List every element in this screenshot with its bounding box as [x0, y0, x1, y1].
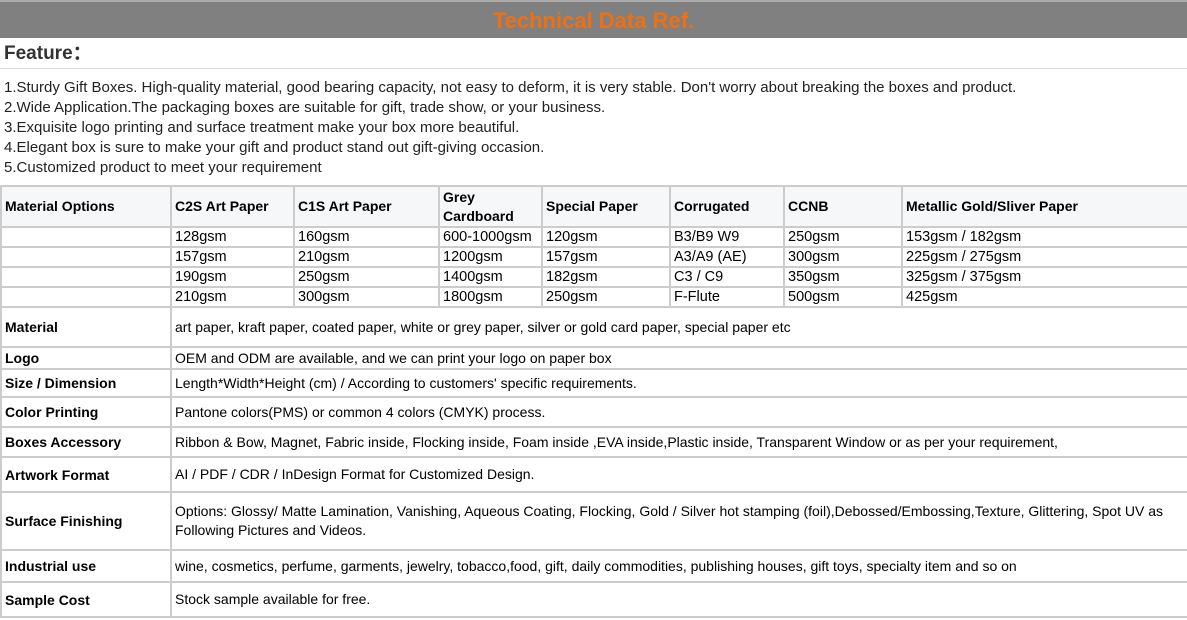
table-cell: 1800gsm: [438, 286, 543, 308]
table-cell: C3 / C9: [669, 266, 785, 288]
table-cell: 210gsm: [170, 286, 295, 308]
spec-label: Artwork Format: [0, 456, 172, 493]
column-header: Corrugated: [669, 185, 785, 228]
column-header: Special Paper: [541, 185, 671, 228]
spec-label: Boxes Accessory: [0, 426, 172, 458]
spec-label: Industrial use: [0, 549, 172, 583]
feature-list: 1.Sturdy Gift Boxes. High-quality materi…: [0, 69, 1187, 185]
feature-heading: Feature：: [0, 38, 1187, 69]
spec-row: Artwork Format AI / PDF / CDR / InDesign …: [0, 456, 1187, 493]
spec-label: Material: [0, 306, 172, 348]
spec-row: Color Printing Pantone colors(PMS) or com…: [0, 396, 1187, 428]
table-row: 157gsm 210gsm 1200gsm 157gsm A3/A9 (AE) 300gs…: [0, 246, 1187, 268]
feature-item: 5.Customized product to meet your requir…: [4, 159, 322, 176]
table-cell: 157gsm: [170, 246, 295, 268]
table-cell: 300gsm: [783, 246, 903, 268]
table-cell: 1200gsm: [438, 246, 543, 268]
table-cell: 182gsm: [541, 266, 671, 288]
table-cell: 250gsm: [541, 286, 671, 308]
spec-value: OEM and ODM are available, and we can pr…: [170, 346, 1187, 370]
table-cell: 250gsm: [783, 226, 903, 248]
spec-value: Length*Width*Height (cm) / According to …: [170, 368, 1187, 398]
column-header: C2S Art Paper: [170, 185, 295, 228]
table-cell: B3/B9 W9: [669, 226, 785, 248]
spec-label: Surface Finishing: [0, 491, 172, 551]
table-cell: [0, 286, 172, 308]
table-row: 128gsm 160gsm 600-1000gsm 120gsm B3/B9 W9 250…: [0, 226, 1187, 248]
spec-value: art paper, kraft paper, coated paper, wh…: [170, 306, 1187, 348]
table-cell: 190gsm: [170, 266, 295, 288]
spec-value: wine, cosmetics, perfume, garments, jewe…: [170, 549, 1187, 583]
spec-row: Boxes Accessory Ribbon & Bow, Magnet, Fab…: [0, 426, 1187, 458]
table-row: 210gsm 300gsm 1800gsm 250gsm F-Flute 500gsm 42…: [0, 286, 1187, 308]
page-title: Technical Data Ref.: [0, 0, 1187, 38]
spec-row: Industrial use wine, cosmetics, perfume, …: [0, 549, 1187, 583]
column-header: CCNB: [783, 185, 903, 228]
table-cell: 160gsm: [293, 226, 440, 248]
table-cell: [0, 226, 172, 248]
table-cell: 153gsm / 182gsm: [901, 226, 1187, 248]
table-cell: F-Flute: [669, 286, 785, 308]
spec-label: Size / Dimension: [0, 368, 172, 398]
spec-table: Material Options C2S Art Paper C1S Art Pap…: [0, 185, 1187, 618]
spec-label: Sample Cost: [0, 581, 172, 618]
column-header: Grey Cardboard: [438, 185, 543, 228]
spec-value: Pantone colors(PMS) or common 4 colors (…: [170, 396, 1187, 428]
spec-row: Material art paper, kraft paper, coated p…: [0, 306, 1187, 348]
table-row: 190gsm 250gsm 1400gsm 182gsm C3 / C9 350gsm 32…: [0, 266, 1187, 288]
table-cell: 350gsm: [783, 266, 903, 288]
table-cell: A3/A9 (AE): [669, 246, 785, 268]
table-cell: 250gsm: [293, 266, 440, 288]
spec-value: Options: Glossy/ Matte Lamination, Vanis…: [170, 491, 1187, 551]
spec-label: Color Printing: [0, 396, 172, 428]
table-cell: [0, 246, 172, 268]
spec-row: Sample Cost Stock sample available for fr…: [0, 581, 1187, 618]
table-cell: 325gsm / 375gsm: [901, 266, 1187, 288]
table-cell: 500gsm: [783, 286, 903, 308]
table-cell: 225gsm / 275gsm: [901, 246, 1187, 268]
table-cell: 600-1000gsm: [438, 226, 543, 248]
spec-value: AI / PDF / CDR / InDesign Format for Cus…: [170, 456, 1187, 493]
spec-label: Logo: [0, 346, 172, 370]
table-cell: 157gsm: [541, 246, 671, 268]
column-header: C1S Art Paper: [293, 185, 440, 228]
feature-item: 1.Sturdy Gift Boxes. High-quality materi…: [4, 79, 1017, 96]
column-header: Metallic Gold/Sliver Paper: [901, 185, 1187, 228]
feature-item: 4.Elegant box is sure to make your gift …: [4, 139, 545, 156]
spec-row: Logo OEM and ODM are available, and we ca…: [0, 346, 1187, 370]
table-cell: 425gsm: [901, 286, 1187, 308]
feature-item: 3.Exquisite logo printing and surface tr…: [4, 119, 520, 136]
column-header: Material Options: [0, 185, 172, 228]
spec-value: Ribbon & Bow, Magnet, Fabric inside, Flo…: [170, 426, 1187, 458]
table-cell: 210gsm: [293, 246, 440, 268]
material-options-header: Material Options C2S Art Paper C1S Art Pap…: [0, 185, 1187, 228]
table-cell: 1400gsm: [438, 266, 543, 288]
spec-value: Stock sample available for free.: [170, 581, 1187, 618]
table-cell: 128gsm: [170, 226, 295, 248]
spec-row: Size / Dimension Length*Width*Height (cm)…: [0, 368, 1187, 398]
spec-row: Surface Finishing Options: Glossy/ Matte …: [0, 491, 1187, 551]
table-cell: 300gsm: [293, 286, 440, 308]
feature-item: 2.Wide Application.The packaging boxes a…: [4, 99, 606, 116]
table-cell: 120gsm: [541, 226, 671, 248]
table-cell: [0, 266, 172, 288]
